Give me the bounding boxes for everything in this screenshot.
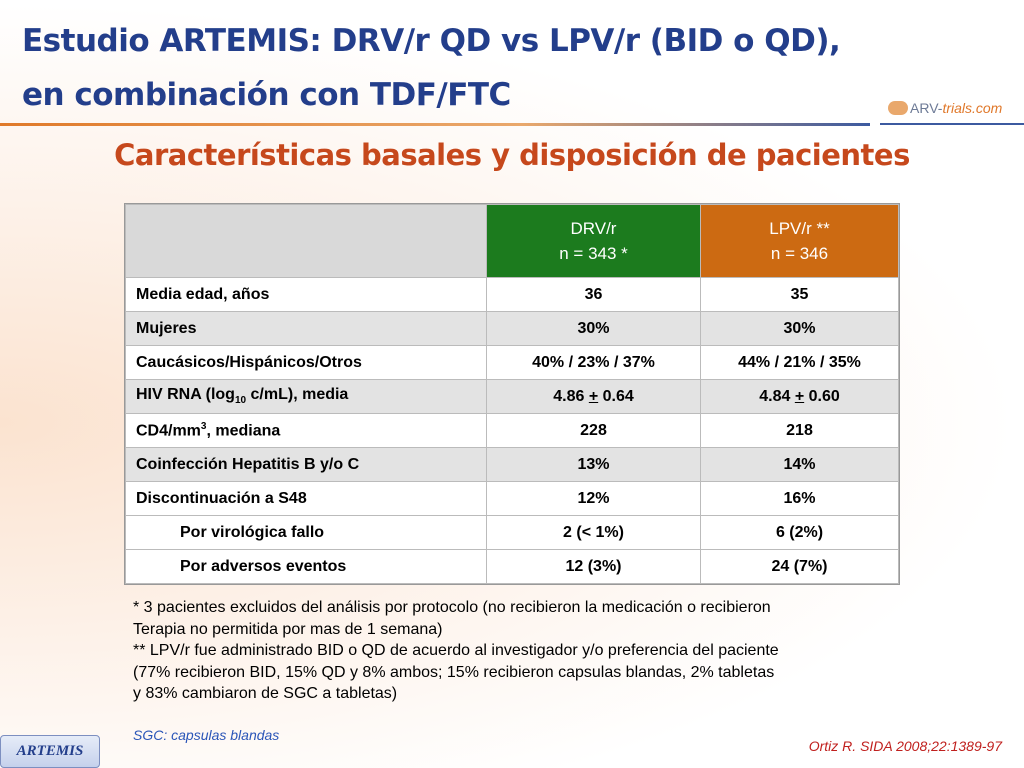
text: 0.64 <box>598 387 634 405</box>
study-badge: ARTEMIS <box>0 735 100 768</box>
superscript: 3 <box>200 420 207 432</box>
cell: 12 (3%) <box>486 549 701 584</box>
row: Por adversos eventos 12 (3%) 24 (7%) <box>125 549 899 584</box>
row-label: Mujeres <box>125 311 487 346</box>
title-line: en combinación con TDF/FTC <box>22 77 511 113</box>
row-label: Caucásicos/Hispánicos/Otros <box>125 345 487 380</box>
logo-text: trials <box>942 100 972 116</box>
row: Discontinuación a S48 12% 16% <box>125 481 899 516</box>
subtitle: Características basales y disposición de… <box>114 138 910 172</box>
logo-text: ARV- <box>910 100 943 116</box>
plus-minus: + <box>588 387 599 405</box>
column-name: LPV/r ** <box>769 219 830 238</box>
logo-icon <box>888 101 908 115</box>
cell: 13% <box>486 447 701 482</box>
glossary: SGC: capsulas blandas <box>133 727 280 743</box>
title-rule <box>880 123 1024 125</box>
cell: 16% <box>700 481 899 516</box>
header-cell <box>125 204 487 278</box>
logo: ARV-trials.com <box>888 100 1002 116</box>
column-n: n = 343 * <box>559 244 628 263</box>
plus-minus: + <box>794 387 805 405</box>
column-n: n = 346 <box>770 244 829 263</box>
text: CD4/mm <box>136 422 201 440</box>
cell: 4.86 + 0.64 <box>486 379 701 414</box>
row-label: Discontinuación a S48 <box>125 481 487 516</box>
cell: 14% <box>700 447 899 482</box>
row: Coinfección Hepatitis B y/o C 13% 14% <box>125 447 899 482</box>
title-rule <box>0 123 870 126</box>
row: Mujeres 30% 30% <box>125 311 899 346</box>
cell: 12% <box>486 481 701 516</box>
row: CD4/mm3, mediana 228 218 <box>125 413 899 448</box>
cell: 36 <box>486 277 701 312</box>
row: Media edad, años 36 35 <box>125 277 899 312</box>
row-label: HIV RNA (log10 c/mL), media <box>125 379 487 414</box>
footnote: (77% recibieron BID, 15% QD y 8% ambos; … <box>133 663 775 681</box>
cell: 6 (2%) <box>700 515 899 550</box>
cell: 30% <box>700 311 899 346</box>
header-row: DRV/r n = 343 * LPV/r ** n = 346 <box>125 204 899 278</box>
text: 4.84 <box>759 387 795 405</box>
row-label: Media edad, años <box>125 277 487 312</box>
row: HIV RNA (log10 c/mL), media 4.86 + 0.64 … <box>125 379 899 414</box>
subscript: 10 <box>234 395 247 407</box>
header-cell: DRV/r n = 343 * <box>486 204 701 278</box>
text: 0.60 <box>804 387 840 405</box>
cell: 24 (7%) <box>700 549 899 584</box>
text: 4.86 <box>553 387 589 405</box>
row: Por virológica fallo 2 (< 1%) 6 (2%) <box>125 515 899 550</box>
logo-text: .com <box>972 100 1003 116</box>
text: HIV RNA (log <box>136 386 235 404</box>
cell: 2 (< 1%) <box>486 515 701 550</box>
title-line: Estudio ARTEMIS: DRV/r QD vs LPV/r (BID … <box>22 23 841 59</box>
footnote: y 83% cambiaron de SGC a tabletas) <box>133 685 398 702</box>
footnote: Terapia no permitida por mas de 1 semana… <box>133 620 443 638</box>
footnotes: * 3 pacientes excluidos del análisis por… <box>133 597 963 705</box>
cell: 228 <box>486 413 701 448</box>
row-label: CD4/mm3, mediana <box>125 413 487 448</box>
row-label: Por adversos eventos <box>125 549 487 584</box>
table: DRV/r n = 343 * LPV/r ** n = 346 Media eda… <box>125 204 899 584</box>
text: c/mL), media <box>246 386 349 404</box>
footnote: * 3 pacientes excluidos del análisis por… <box>133 599 771 616</box>
footnote: ** LPV/r fue administrado BID o QD de ac… <box>133 642 779 659</box>
text: , mediana <box>206 422 281 440</box>
title: Estudio ARTEMIS: DRV/r QD vs LPV/r (BID … <box>22 14 962 122</box>
row: Caucásicos/Hispánicos/Otros 40% / 23% / 3… <box>125 345 899 380</box>
row-label: Por virológica fallo <box>125 515 487 550</box>
row-label: Coinfección Hepatitis B y/o C <box>125 447 487 482</box>
citation: Ortiz R. SIDA 2008;22:1389-97 <box>808 738 1002 754</box>
header-cell: LPV/r ** n = 346 <box>700 204 899 278</box>
cell: 30% <box>486 311 701 346</box>
cell: 218 <box>700 413 899 448</box>
cell: 35 <box>700 277 899 312</box>
cell: 40% / 23% / 37% <box>486 345 701 380</box>
cell: 4.84 + 0.60 <box>700 379 899 414</box>
cell: 44% / 21% / 35% <box>700 345 899 380</box>
column-name: DRV/r <box>570 219 617 238</box>
